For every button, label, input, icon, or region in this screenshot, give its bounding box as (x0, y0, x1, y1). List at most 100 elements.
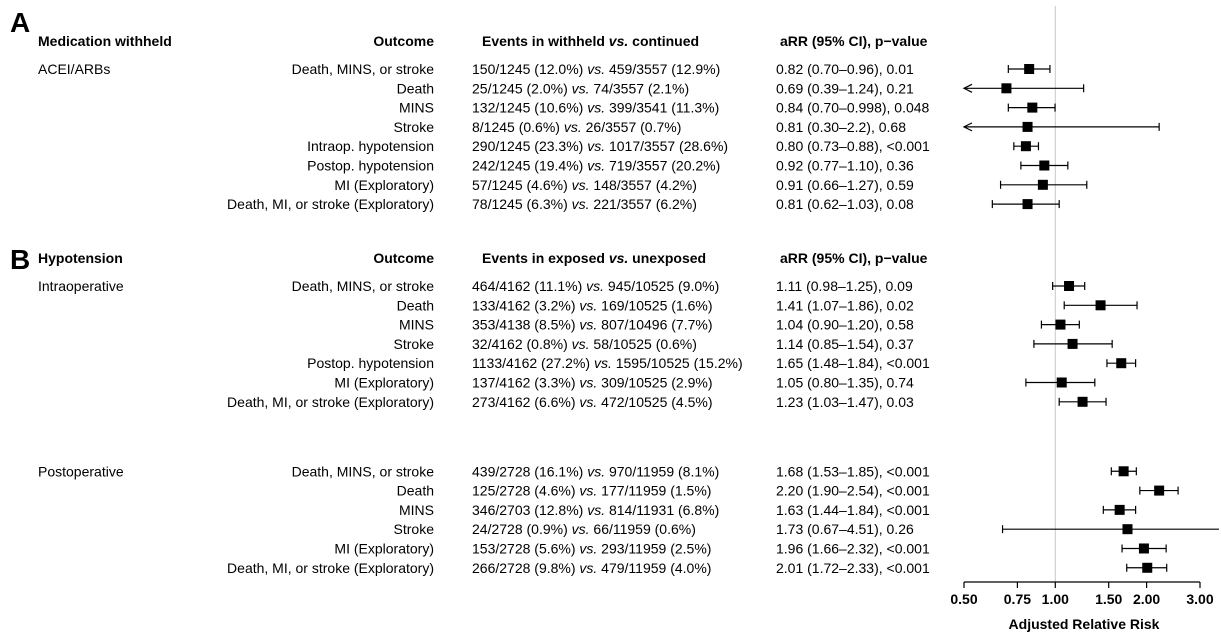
arr-label: 2.01 (1.72–2.33), <0.001 (776, 560, 930, 576)
events-label: 137/4162 (3.3%) vs. 309/10525 (2.9%) (472, 375, 713, 391)
arr-label: 1.73 (0.67–4.51), 0.26 (776, 521, 914, 537)
arr-label: 0.81 (0.30–2.2), 0.68 (776, 119, 906, 135)
header-group: Medication withheld (38, 33, 172, 49)
ci-arrow-low (962, 83, 973, 93)
events-label: 24/2728 (0.9%) vs. 66/11959 (0.6%) (472, 521, 696, 537)
point-estimate (1154, 485, 1165, 496)
events-label: 57/1245 (4.6%) vs. 148/3557 (4.2%) (472, 177, 697, 193)
outcome-label: MINS (399, 317, 434, 333)
header-arr: aRR (95% CI), p−value (780, 33, 928, 49)
outcome-label: MI (Exploratory) (334, 375, 434, 391)
point-estimate (1122, 524, 1133, 535)
x-tick-label: 0.75 (1004, 591, 1031, 607)
events-label: 353/4138 (8.5%) vs. 807/10496 (7.7%) (472, 317, 713, 333)
arr-label: 2.20 (1.90–2.54), <0.001 (776, 483, 930, 499)
outcome-label: Death (397, 297, 434, 313)
events-label: 150/1245 (12.0%) vs. 459/3557 (12.9%) (472, 61, 720, 77)
events-label: 1133/4162 (27.2%) vs. 1595/10525 (15.2%) (472, 355, 743, 371)
panel-letter: A (10, 7, 30, 38)
outcome-label: Stroke (394, 521, 435, 537)
arr-label: 1.05 (0.80–1.35), 0.74 (776, 375, 914, 391)
events-label: 273/4162 (6.6%) vs. 472/10525 (4.5%) (472, 394, 713, 410)
point-estimate (1077, 396, 1088, 407)
x-tick-label: 1.50 (1095, 591, 1122, 607)
group-label: Intraoperative (38, 278, 124, 294)
arr-label: 1.63 (1.44–1.84), <0.001 (776, 502, 930, 518)
outcome-label: Death, MINS, or stroke (292, 61, 435, 77)
arr-label: 0.84 (0.70–0.998), 0.048 (776, 100, 930, 116)
outcome-label: Death, MI, or stroke (Exploratory) (227, 560, 434, 576)
arr-label: 0.91 (0.66–1.27), 0.59 (776, 177, 914, 193)
events-label: 464/4162 (11.1%) vs. 945/10525 (9.0%) (472, 278, 719, 294)
x-axis-title: Adjusted Relative Risk (1009, 616, 1160, 632)
events-label: 25/1245 (2.0%) vs. 74/3557 (2.1%) (472, 80, 689, 96)
outcome-label: Postop. hypotension (307, 355, 434, 371)
outcome-label: MINS (399, 502, 434, 518)
outcome-label: Death, MINS, or stroke (292, 278, 435, 294)
point-estimate (1022, 199, 1033, 210)
point-estimate (1039, 160, 1050, 171)
point-estimate (1027, 102, 1038, 113)
arr-label: 0.81 (0.62–1.03), 0.08 (776, 196, 914, 212)
events-label: 242/1245 (19.4%) vs. 719/3557 (20.2%) (472, 158, 720, 174)
header-outcome: Outcome (373, 33, 434, 49)
point-estimate (1114, 504, 1125, 515)
arr-label: 1.04 (0.90–1.20), 0.58 (776, 317, 914, 333)
point-estimate (1037, 179, 1048, 190)
events-label: 8/1245 (0.6%) vs. 26/3557 (0.7%) (472, 119, 681, 135)
events-label: 439/2728 (16.1%) vs. 970/11959 (8.1%) (472, 463, 719, 479)
events-label: 125/2728 (4.6%) vs. 177/11959 (1.5%) (472, 483, 711, 499)
group-label: ACEI/ARBs (38, 61, 110, 77)
arr-label: 1.41 (1.07–1.86), 0.02 (776, 297, 914, 313)
header-events: Events in withheld vs. continued (482, 33, 699, 49)
point-estimate (1022, 121, 1033, 132)
point-estimate (1064, 281, 1075, 291)
header-events: Events in exposed vs. unexposed (482, 250, 706, 266)
point-estimate (1055, 319, 1066, 330)
arr-label: 1.23 (1.03–1.47), 0.03 (776, 394, 914, 410)
point-estimate (1067, 338, 1078, 349)
events-label: 132/1245 (10.6%) vs. 399/3541 (11.3%) (472, 100, 719, 116)
events-label: 133/4162 (3.2%) vs. 169/10525 (1.6%) (472, 297, 713, 313)
events-label: 346/2703 (12.8%) vs. 814/11931 (6.8%) (472, 502, 719, 518)
point-estimate (1095, 300, 1106, 311)
arr-label: 0.69 (0.39–1.24), 0.21 (776, 80, 914, 96)
arr-label: 1.96 (1.66–2.32), <0.001 (776, 540, 930, 556)
arr-label: 0.92 (0.77–1.10), 0.36 (776, 158, 914, 174)
outcome-label: Death (397, 483, 434, 499)
outcome-label: Death, MI, or stroke (Exploratory) (227, 394, 434, 410)
group-label: Postoperative (38, 463, 124, 479)
outcome-label: MI (Exploratory) (334, 540, 434, 556)
outcome-label: Stroke (394, 119, 435, 135)
point-estimate (1142, 562, 1153, 573)
arr-label: 1.68 (1.53–1.85), <0.001 (776, 463, 930, 479)
point-estimate (1116, 358, 1127, 369)
outcome-label: MINS (399, 100, 434, 116)
events-label: 266/2728 (9.8%) vs. 479/11959 (4.0%) (472, 560, 711, 576)
point-estimate (1118, 466, 1129, 477)
x-tick-label: 0.50 (950, 591, 977, 607)
outcome-label: Intraop. hypotension (307, 138, 434, 154)
header-arr: aRR (95% CI), p−value (780, 250, 928, 266)
outcome-label: Death, MI, or stroke (Exploratory) (227, 196, 434, 212)
arr-label: 0.82 (0.70–0.96), 0.01 (776, 61, 914, 77)
point-estimate (1024, 64, 1035, 74)
events-label: 153/2728 (5.6%) vs. 293/11959 (2.5%) (472, 540, 711, 556)
x-tick-label: 1.00 (1042, 591, 1069, 607)
arr-label: 1.65 (1.48–1.84), <0.001 (776, 355, 930, 371)
arr-label: 1.11 (0.98–1.25), 0.09 (776, 278, 913, 294)
x-tick-label: 3.00 (1186, 591, 1213, 607)
outcome-label: Stroke (394, 336, 435, 352)
events-label: 290/1245 (23.3%) vs. 1017/3557 (28.6%) (472, 138, 728, 154)
header-group: Hypotension (38, 250, 123, 266)
arr-label: 1.14 (0.85–1.54), 0.37 (776, 336, 914, 352)
events-label: 32/4162 (0.8%) vs. 58/10525 (0.6%) (472, 336, 697, 352)
point-estimate (1001, 83, 1012, 94)
outcome-label: MI (Exploratory) (334, 177, 434, 193)
point-estimate (1056, 377, 1067, 388)
point-estimate (1138, 543, 1149, 554)
arr-label: 0.80 (0.73–0.88), <0.001 (776, 138, 930, 154)
ci-arrow-low (962, 122, 973, 132)
panel-letter: B (10, 244, 30, 275)
